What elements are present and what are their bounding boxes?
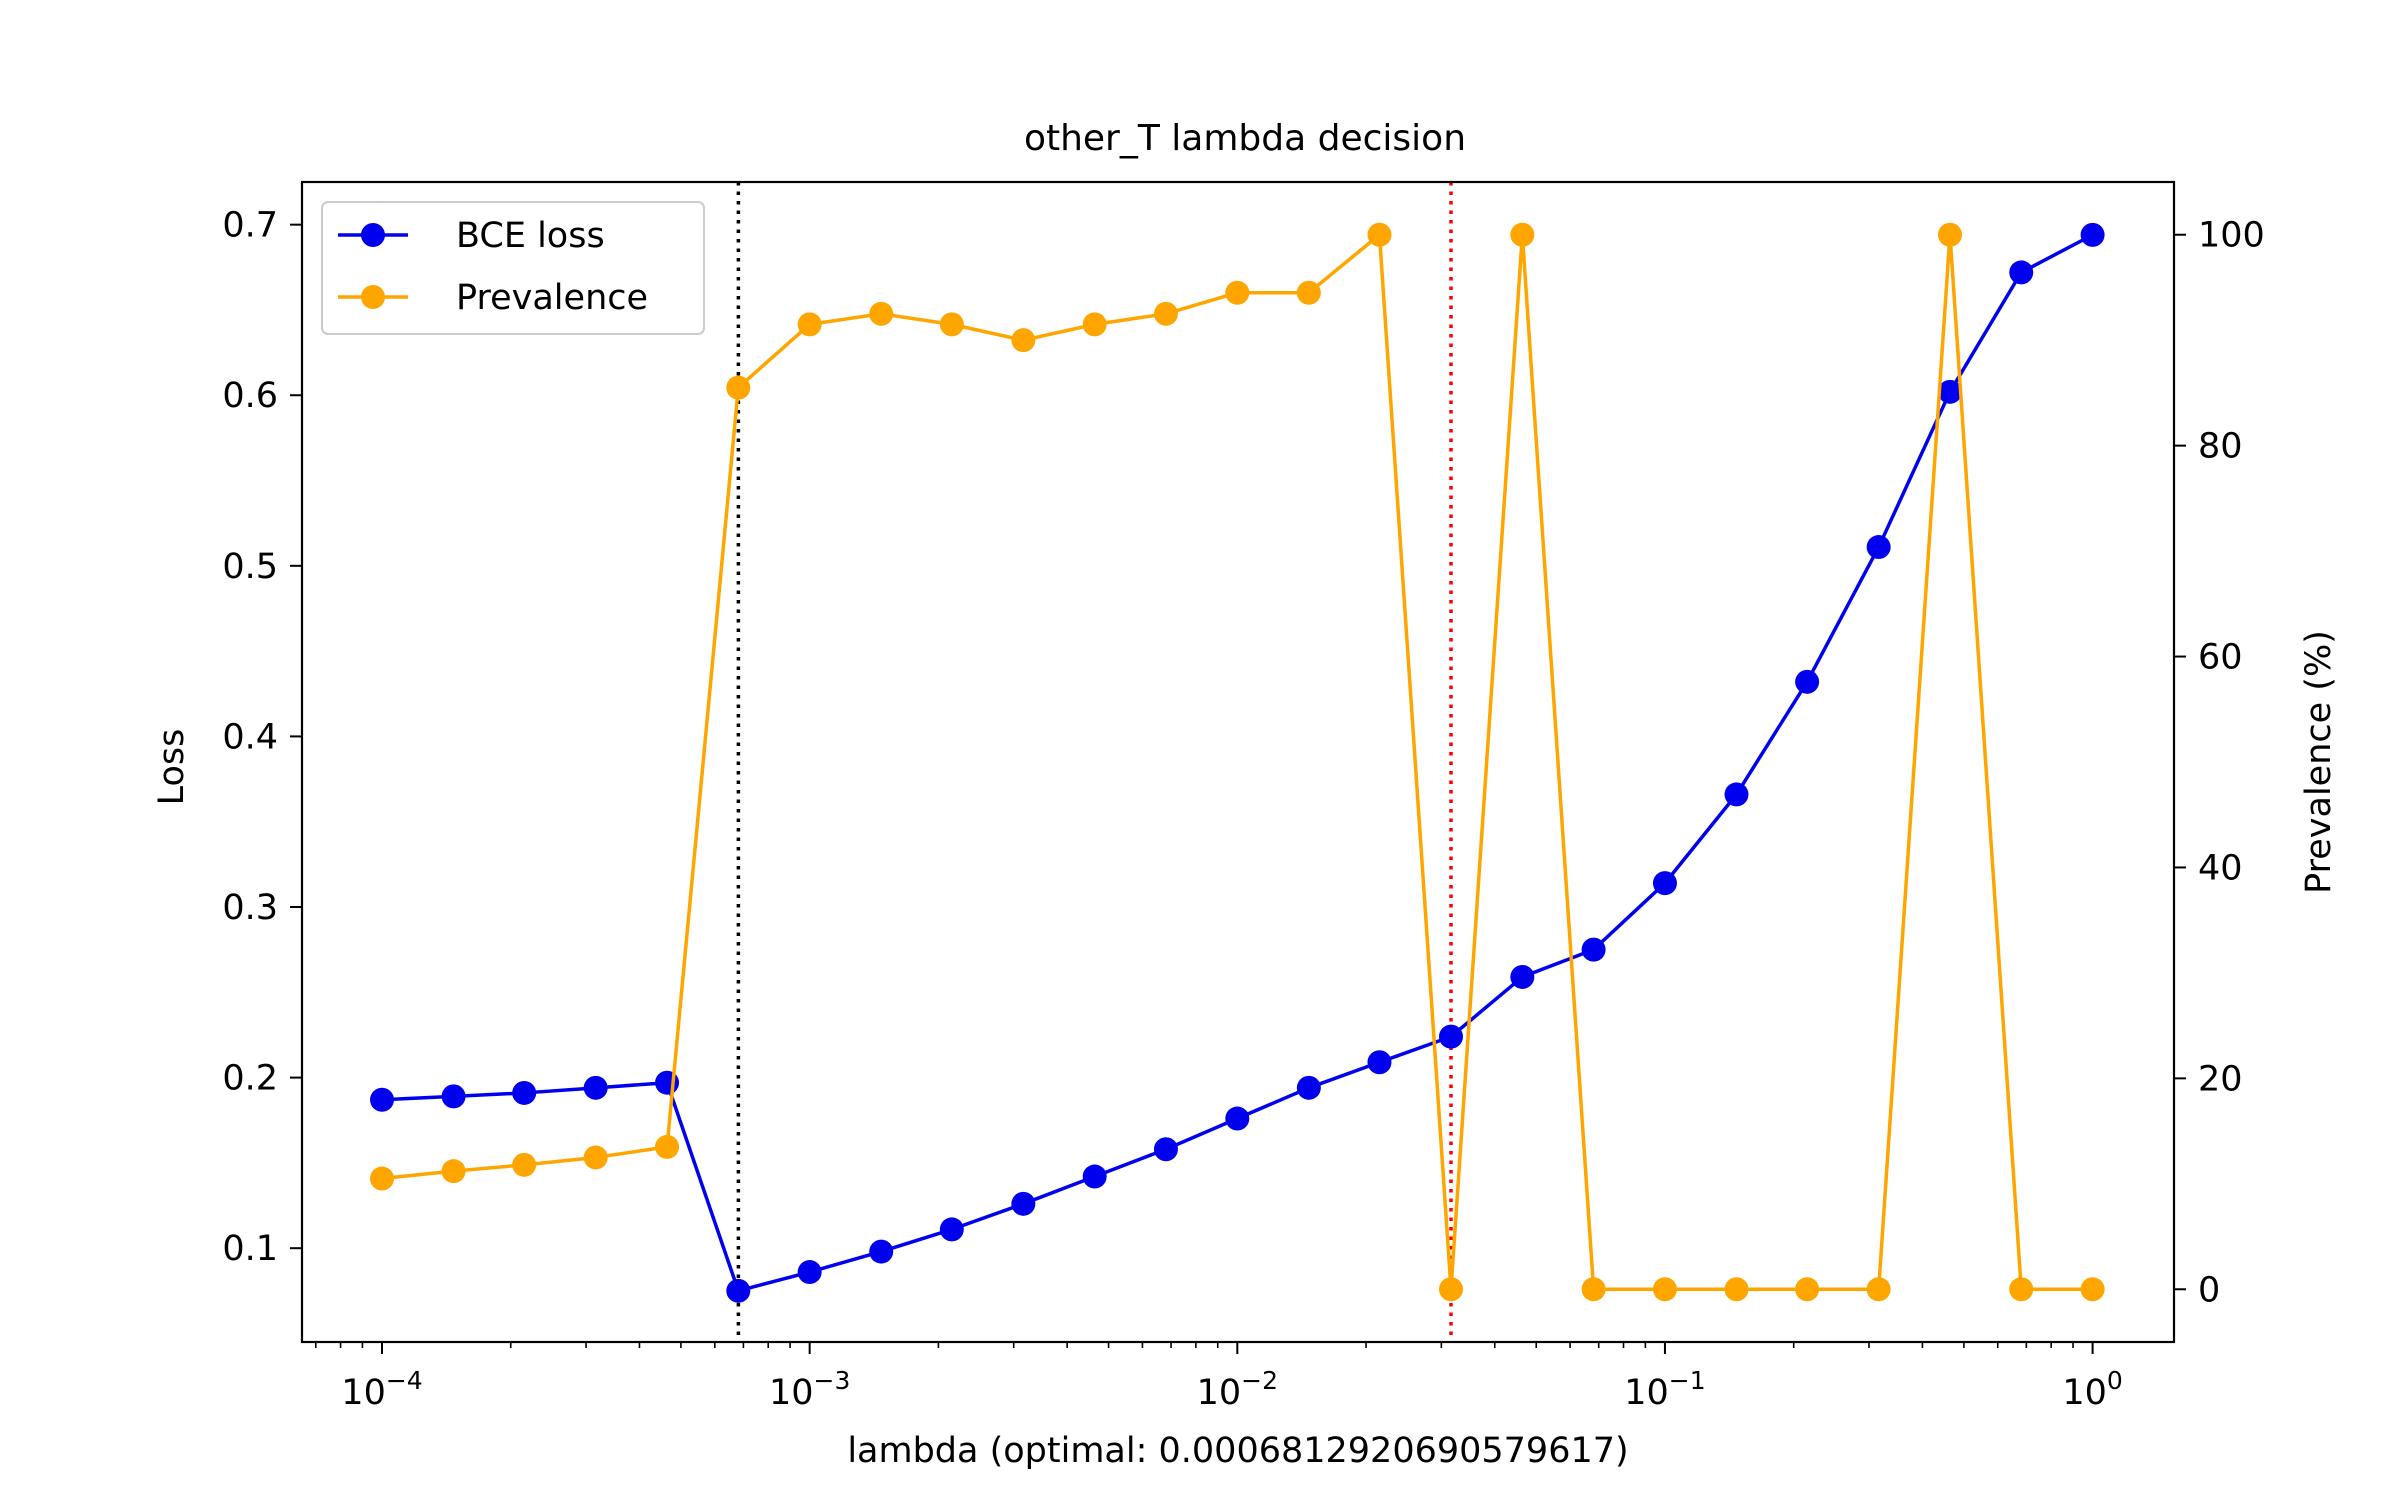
point-bce-loss-8 xyxy=(939,1217,964,1242)
point-bce-loss-7 xyxy=(869,1239,894,1264)
point-prevalence-12 xyxy=(1225,280,1250,305)
reference-lines xyxy=(736,182,1453,1342)
point-bce-loss-5 xyxy=(726,1278,751,1303)
point-bce-loss-11 xyxy=(1153,1137,1178,1162)
x-axis: 10−4 10−3 10−2 10−1 100 xyxy=(314,1342,2123,1413)
point-prevalence-18 xyxy=(1652,1277,1677,1302)
y-tick-label-4: 0.5 xyxy=(222,547,278,587)
point-bce-loss-17 xyxy=(1581,937,1606,962)
y2-tick-label-5: 100 xyxy=(2198,216,2265,256)
point-prevalence-4 xyxy=(655,1134,680,1159)
legend-label-bce: BCE loss xyxy=(456,216,605,256)
point-bce-loss-22 xyxy=(1937,379,1962,404)
point-bce-loss-21 xyxy=(1866,535,1891,560)
point-prevalence-24 xyxy=(2080,1277,2105,1302)
point-prevalence-6 xyxy=(797,312,822,337)
y-tick-label-6: 0.7 xyxy=(222,206,278,246)
y-tick-label-2: 0.3 xyxy=(222,888,278,928)
y-tick-label-0: 0.1 xyxy=(222,1229,278,1269)
point-bce-loss-16 xyxy=(1510,964,1535,989)
point-prevalence-3 xyxy=(583,1145,608,1170)
point-prevalence-5 xyxy=(726,375,751,400)
point-prevalence-1 xyxy=(441,1159,466,1184)
legend-label-prevalence: Prevalence xyxy=(456,278,648,318)
point-bce-loss-0 xyxy=(370,1087,395,1112)
x-tick-label-2: 10−2 xyxy=(1197,1366,1278,1413)
point-bce-loss-2 xyxy=(512,1080,537,1105)
point-prevalence-2 xyxy=(512,1152,537,1177)
x-tick-label-4: 100 xyxy=(2062,1366,2122,1413)
chart-title: other_T lambda decision xyxy=(1024,118,1466,159)
point-prevalence-16 xyxy=(1510,222,1535,247)
point-prevalence-14 xyxy=(1367,222,1392,247)
point-bce-loss-24 xyxy=(2080,222,2105,247)
point-bce-loss-19 xyxy=(1724,782,1749,807)
y-tick-label-3: 0.4 xyxy=(222,717,278,757)
y2-tick-label-0: 0 xyxy=(2198,1270,2220,1310)
point-prevalence-13 xyxy=(1296,280,1321,305)
point-prevalence-8 xyxy=(939,312,964,337)
x-axis-label: lambda (optimal: 0.0006812920690579617) xyxy=(847,1431,1628,1471)
point-bce-loss-12 xyxy=(1225,1106,1250,1131)
point-bce-loss-1 xyxy=(441,1084,466,1109)
point-prevalence-9 xyxy=(1011,328,1036,353)
point-bce-loss-3 xyxy=(583,1075,608,1100)
point-prevalence-21 xyxy=(1866,1277,1891,1302)
point-prevalence-15 xyxy=(1438,1277,1463,1302)
legend-box xyxy=(321,201,705,335)
point-prevalence-22 xyxy=(1937,222,1962,247)
y2-tick-label-2: 40 xyxy=(2198,848,2243,888)
point-bce-loss-13 xyxy=(1296,1075,1321,1100)
point-prevalence-10 xyxy=(1082,312,1107,337)
y2-tick-label-1: 20 xyxy=(2198,1059,2243,1099)
y-axis-left: 0.1 0.2 0.3 0.4 0.5 0.6 0.7 xyxy=(222,206,302,1269)
legend-marker-bce xyxy=(361,223,385,247)
point-prevalence-20 xyxy=(1795,1277,1820,1302)
point-bce-loss-20 xyxy=(1795,669,1820,694)
point-bce-loss-15 xyxy=(1438,1024,1463,1049)
point-bce-loss-10 xyxy=(1082,1164,1107,1189)
legend: BCE loss Prevalence xyxy=(321,201,705,335)
point-prevalence-7 xyxy=(869,301,894,326)
legend-marker-prevalence xyxy=(361,285,385,309)
y-axis-right: 0 20 40 60 80 100 xyxy=(2174,216,2265,1310)
x-tick-label-1: 10−3 xyxy=(769,1366,850,1413)
y-tick-label-1: 0.2 xyxy=(222,1059,278,1099)
x-tick-label-3: 10−1 xyxy=(1624,1366,1705,1413)
point-bce-loss-6 xyxy=(797,1260,822,1285)
point-bce-loss-9 xyxy=(1011,1191,1036,1216)
point-bce-loss-23 xyxy=(2009,260,2034,285)
data-series xyxy=(370,222,2105,1303)
point-prevalence-11 xyxy=(1153,301,1178,326)
point-bce-loss-14 xyxy=(1367,1050,1392,1075)
y2-tick-label-3: 60 xyxy=(2198,638,2243,678)
x-tick-label-0: 10−4 xyxy=(341,1366,422,1413)
y2-axis-label: Prevalence (%) xyxy=(2299,630,2339,894)
point-prevalence-0 xyxy=(370,1166,395,1191)
point-prevalence-19 xyxy=(1724,1277,1749,1302)
point-prevalence-17 xyxy=(1581,1277,1606,1302)
point-bce-loss-18 xyxy=(1652,871,1677,896)
point-prevalence-23 xyxy=(2009,1277,2034,1302)
y2-tick-label-4: 80 xyxy=(2198,427,2243,467)
y-axis-label: Loss xyxy=(152,729,192,806)
y-tick-label-5: 0.6 xyxy=(222,376,278,416)
